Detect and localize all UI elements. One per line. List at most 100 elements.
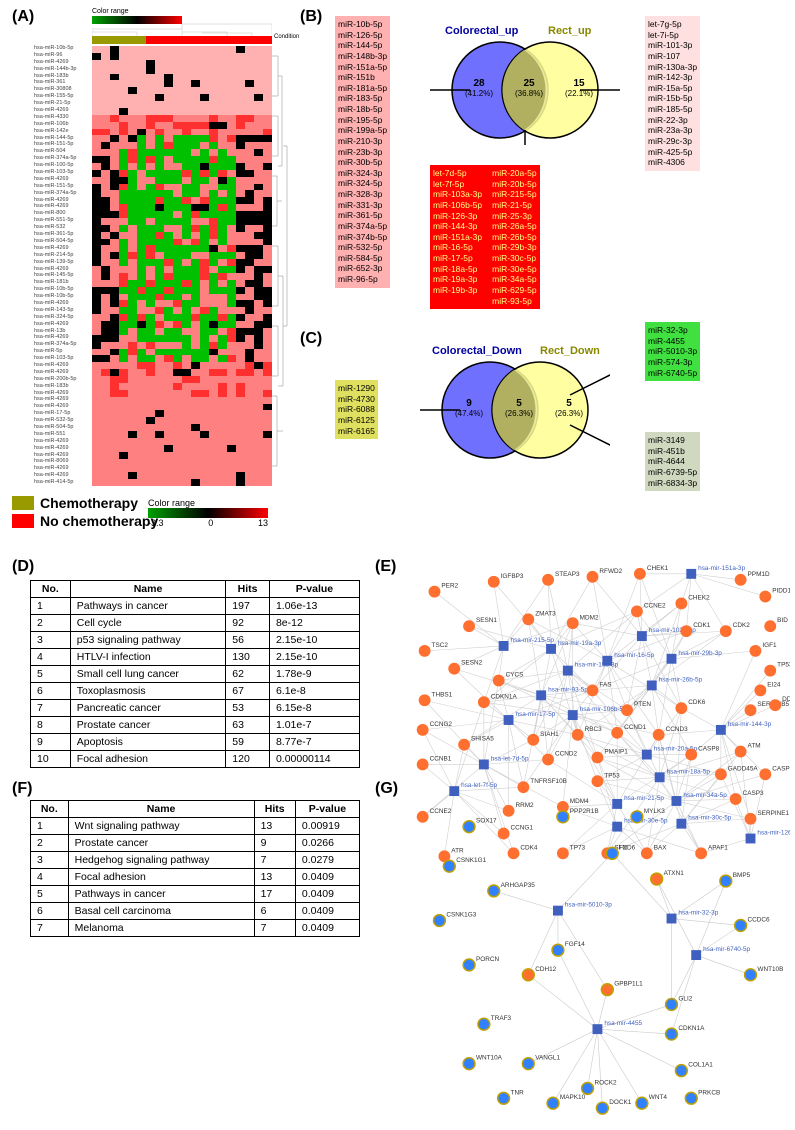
svg-text:PRKCB: PRKCB [698, 1089, 720, 1096]
svg-text:CCNB1: CCNB1 [430, 755, 452, 762]
venn-c-right-count: 5(26.3%) [555, 398, 583, 418]
color-range-label: Color range [92, 8, 129, 15]
condition-label: Condition [274, 34, 299, 40]
mir-list-c-right-top: miR-32-3pmiR-4455miR-5010-3pmiR-574-3pmi… [645, 322, 700, 381]
mir-list-c-right-bot: miR-3149miR-451bmiR-4644miR-6739-5pmiR-6… [645, 432, 700, 491]
color-min: -3.3 [148, 518, 164, 528]
svg-text:ROCK2: ROCK2 [594, 1079, 617, 1086]
svg-text:CCND1: CCND1 [624, 724, 647, 731]
svg-text:TP53: TP53 [604, 772, 620, 779]
svg-text:CDK1: CDK1 [693, 622, 711, 629]
color-range-text: Color range [148, 498, 268, 508]
svg-text:RBC3: RBC3 [585, 726, 603, 733]
svg-text:CDKN1A: CDKN1A [491, 693, 518, 700]
svg-text:hsa-mir-93-5p: hsa-mir-93-5p [548, 686, 588, 693]
svg-text:CCND3: CCND3 [666, 726, 689, 733]
svg-text:CSNK1G3: CSNK1G3 [446, 912, 476, 919]
svg-text:FAS: FAS [599, 681, 611, 688]
svg-text:hsa-mir-16-5p: hsa-mir-16-5p [614, 652, 654, 659]
svg-text:DDB2: DDB2 [782, 696, 790, 703]
color-max: 13 [258, 518, 268, 528]
svg-text:hsa-mir-6740-5p: hsa-mir-6740-5p [703, 946, 750, 953]
svg-text:ARHGAP35: ARHGAP35 [501, 882, 536, 889]
venn-c-mid-count: 5(26.3%) [505, 398, 533, 418]
svg-text:SESN2: SESN2 [461, 660, 482, 667]
svg-text:CCDC6: CCDC6 [748, 916, 771, 923]
svg-text:BMP5: BMP5 [733, 872, 751, 879]
svg-text:hsa-mir-106b-5p: hsa-mir-106b-5p [580, 706, 627, 713]
svg-text:hsa-mir-17-5p: hsa-mir-17-5p [515, 711, 555, 718]
chemo-legend: Chemotherapy No chemotherapy [12, 495, 158, 531]
condition-bar [92, 36, 272, 44]
svg-text:ZMAT3: ZMAT3 [535, 610, 556, 617]
mir-list-b-left: miR-10b-5pmiR-126-5pmiR-144-5pmiR-148b-3… [335, 16, 390, 288]
svg-text:TP53I3: TP53I3 [777, 662, 790, 669]
svg-text:PPP2R1B: PPP2R1B [570, 808, 599, 815]
svg-text:CDH12: CDH12 [535, 966, 556, 973]
heatmap-grid [92, 46, 272, 486]
svg-text:PMAIP1: PMAIP1 [604, 749, 628, 756]
svg-text:RFWD2: RFWD2 [599, 568, 622, 575]
svg-text:TNFRSF10B: TNFRSF10B [530, 778, 567, 785]
svg-text:hsa-mir-4455: hsa-mir-4455 [604, 1020, 642, 1027]
svg-text:COL1A1: COL1A1 [688, 1062, 713, 1069]
panel-a-heatmap: Color range Condition hsa-miR-10b-5phsa-… [12, 10, 292, 520]
svg-text:EI24: EI24 [767, 681, 781, 688]
label-b: (B) [300, 8, 322, 26]
svg-text:hsa-mir-26b-5p: hsa-mir-26b-5p [659, 676, 703, 683]
svg-text:PTEN: PTEN [634, 701, 651, 708]
venn-b-mid-count: 25(36.8%) [515, 78, 543, 98]
label-d: (D) [12, 558, 34, 576]
svg-text:WNT10B: WNT10B [757, 966, 783, 973]
network-e: PER2IGFBP3STEAP3RFWD2CHEK1hsa-mir-151a-3… [395, 570, 790, 780]
svg-text:TSC2: TSC2 [432, 642, 449, 649]
table-f: No.NameHitsP-value1Wnt signaling pathway… [30, 800, 360, 937]
svg-text:GPBP1L1: GPBP1L1 [614, 981, 643, 988]
venn-b-left-count: 28(41.2%) [465, 78, 493, 98]
svg-text:CASP9: CASP9 [772, 765, 790, 772]
label-c: (C) [300, 330, 322, 348]
svg-text:TNR: TNR [511, 1089, 525, 1096]
table-d: No.NameHitsP-value1Pathways in cancer197… [30, 580, 360, 768]
mir-list-b-right: let-7g-5plet-7i-5pmiR-101-3pmiR-107miR-1… [645, 16, 700, 171]
svg-text:CHEK2: CHEK2 [688, 595, 710, 602]
svg-text:PORCN: PORCN [476, 956, 500, 963]
svg-text:hsa-mir-5010-3p: hsa-mir-5010-3p [565, 902, 612, 909]
svg-text:hsa-mir-18a-5p: hsa-mir-18a-5p [667, 768, 711, 775]
svg-text:MYLK3: MYLK3 [644, 808, 665, 815]
svg-text:CDK2: CDK2 [733, 622, 751, 629]
svg-text:IGF1: IGF1 [762, 642, 777, 649]
venn-b-right-count: 15(22.1%) [565, 78, 593, 98]
svg-text:hsa-let-7d-5p: hsa-let-7d-5p [491, 755, 529, 762]
svg-text:IGFBP3: IGFBP3 [501, 573, 524, 580]
svg-text:CYCS: CYCS [506, 672, 524, 679]
label-f: (F) [12, 780, 32, 798]
svg-text:CDK6: CDK6 [688, 699, 706, 706]
svg-text:ATM: ATM [748, 743, 761, 750]
svg-text:FZD6: FZD6 [619, 844, 635, 851]
svg-text:TRAF3: TRAF3 [491, 1015, 512, 1022]
chemo-swatch [12, 496, 34, 510]
color-range-legend: Color range -3.3 0 13 [148, 498, 268, 528]
svg-text:hsa-mir-19a-3p: hsa-mir-19a-3p [558, 640, 602, 647]
nochemo-label: No chemotherapy [40, 513, 158, 529]
svg-text:CHEK1: CHEK1 [647, 565, 669, 572]
mir-list-b-mid: let-7d-5pmiR-20a-5plet-7f-5pmiR-20b-5pmi… [430, 165, 540, 309]
svg-text:STEAP3: STEAP3 [555, 571, 580, 578]
svg-text:hsa-mir-151a-3p: hsa-mir-151a-3p [698, 565, 745, 572]
svg-text:CASP8: CASP8 [698, 746, 719, 753]
svg-text:WNT4: WNT4 [649, 1094, 668, 1101]
mir-list-c-left: miR-1290miR-4730miR-6088miR-6125miR-6165 [335, 380, 378, 439]
svg-text:CSNK1G1: CSNK1G1 [456, 857, 486, 864]
svg-text:DOCK1: DOCK1 [609, 1099, 632, 1106]
svg-text:hsa-mir-29b-3p: hsa-mir-29b-3p [678, 650, 722, 657]
color-bar-icon [148, 508, 268, 518]
svg-text:CDKN1A: CDKN1A [678, 1025, 705, 1032]
svg-text:BID: BID [777, 617, 788, 624]
svg-text:GLI2: GLI2 [678, 995, 692, 1002]
svg-text:hsa-mir-215-5p: hsa-mir-215-5p [511, 637, 555, 644]
venn-c-left-count: 9(47.4%) [455, 398, 483, 418]
svg-text:CCNG2: CCNG2 [430, 721, 453, 728]
network-g: SOX17PPP2R1BMYLK3CSNK1G1FZD6ARHGAP35ATXN… [395, 790, 790, 1050]
svg-text:hsa-let-7f-5p: hsa-let-7f-5p [461, 782, 497, 789]
